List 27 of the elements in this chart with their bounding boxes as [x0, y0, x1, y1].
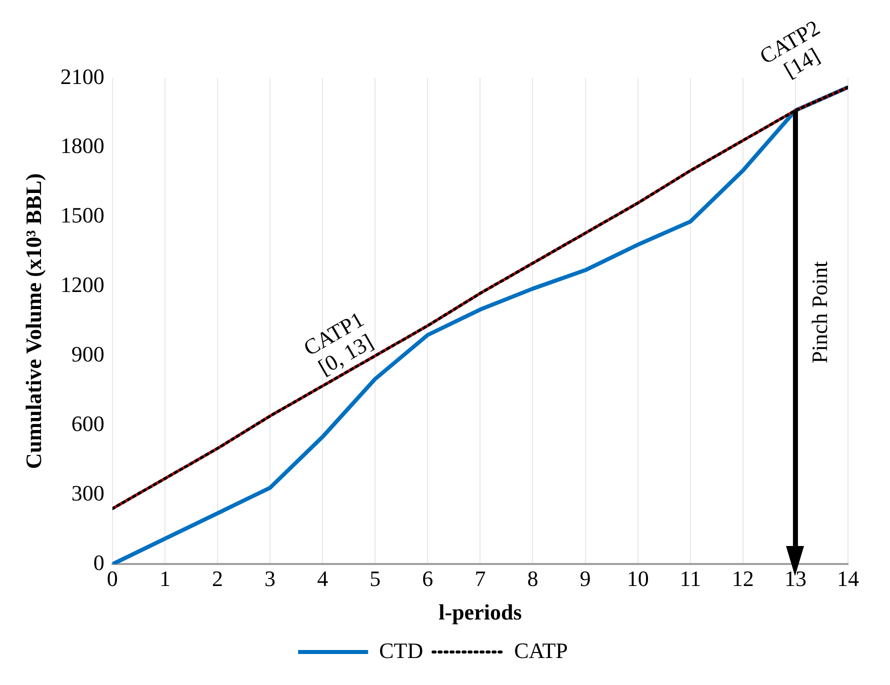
y-tick-label: 0 — [93, 550, 104, 575]
x-tick-label: 11 — [680, 566, 701, 592]
x-axis-title: l-periods — [438, 599, 522, 624]
legend-label: CTD — [379, 638, 424, 663]
x-tick-label: 3 — [264, 566, 276, 592]
y-tick-label: 1500 — [60, 202, 104, 228]
y-tick-label: 2100 — [60, 64, 104, 89]
ref-line-label: Pinch Point — [807, 261, 832, 364]
y-tick-label: 1800 — [60, 133, 104, 158]
x-tick-label: 9 — [580, 566, 591, 592]
x-tick-label: 10 — [626, 566, 649, 592]
x-tick-label: 7 — [474, 566, 486, 592]
y-tick-label: 1200 — [60, 272, 104, 298]
x-tick-label: 5 — [370, 566, 381, 592]
x-tick-label: 13 — [784, 566, 806, 592]
x-tick-label: 8 — [527, 566, 538, 592]
x-tick-label: 1 — [159, 566, 170, 592]
legend-label: CATP — [514, 638, 568, 663]
y-tick-label: 600 — [71, 411, 104, 436]
x-tick-label: 2 — [212, 566, 223, 592]
x-tick-label: 12 — [732, 566, 754, 592]
x-tick-label: 14 — [837, 566, 859, 592]
y-tick-label: 900 — [71, 342, 104, 367]
y-axis-title: Cumulative Volume (x10³ BBL) — [20, 173, 46, 469]
x-tick-label: 4 — [317, 566, 328, 592]
y-tick-label: 300 — [71, 480, 104, 506]
x-tick-label: 6 — [422, 566, 434, 592]
